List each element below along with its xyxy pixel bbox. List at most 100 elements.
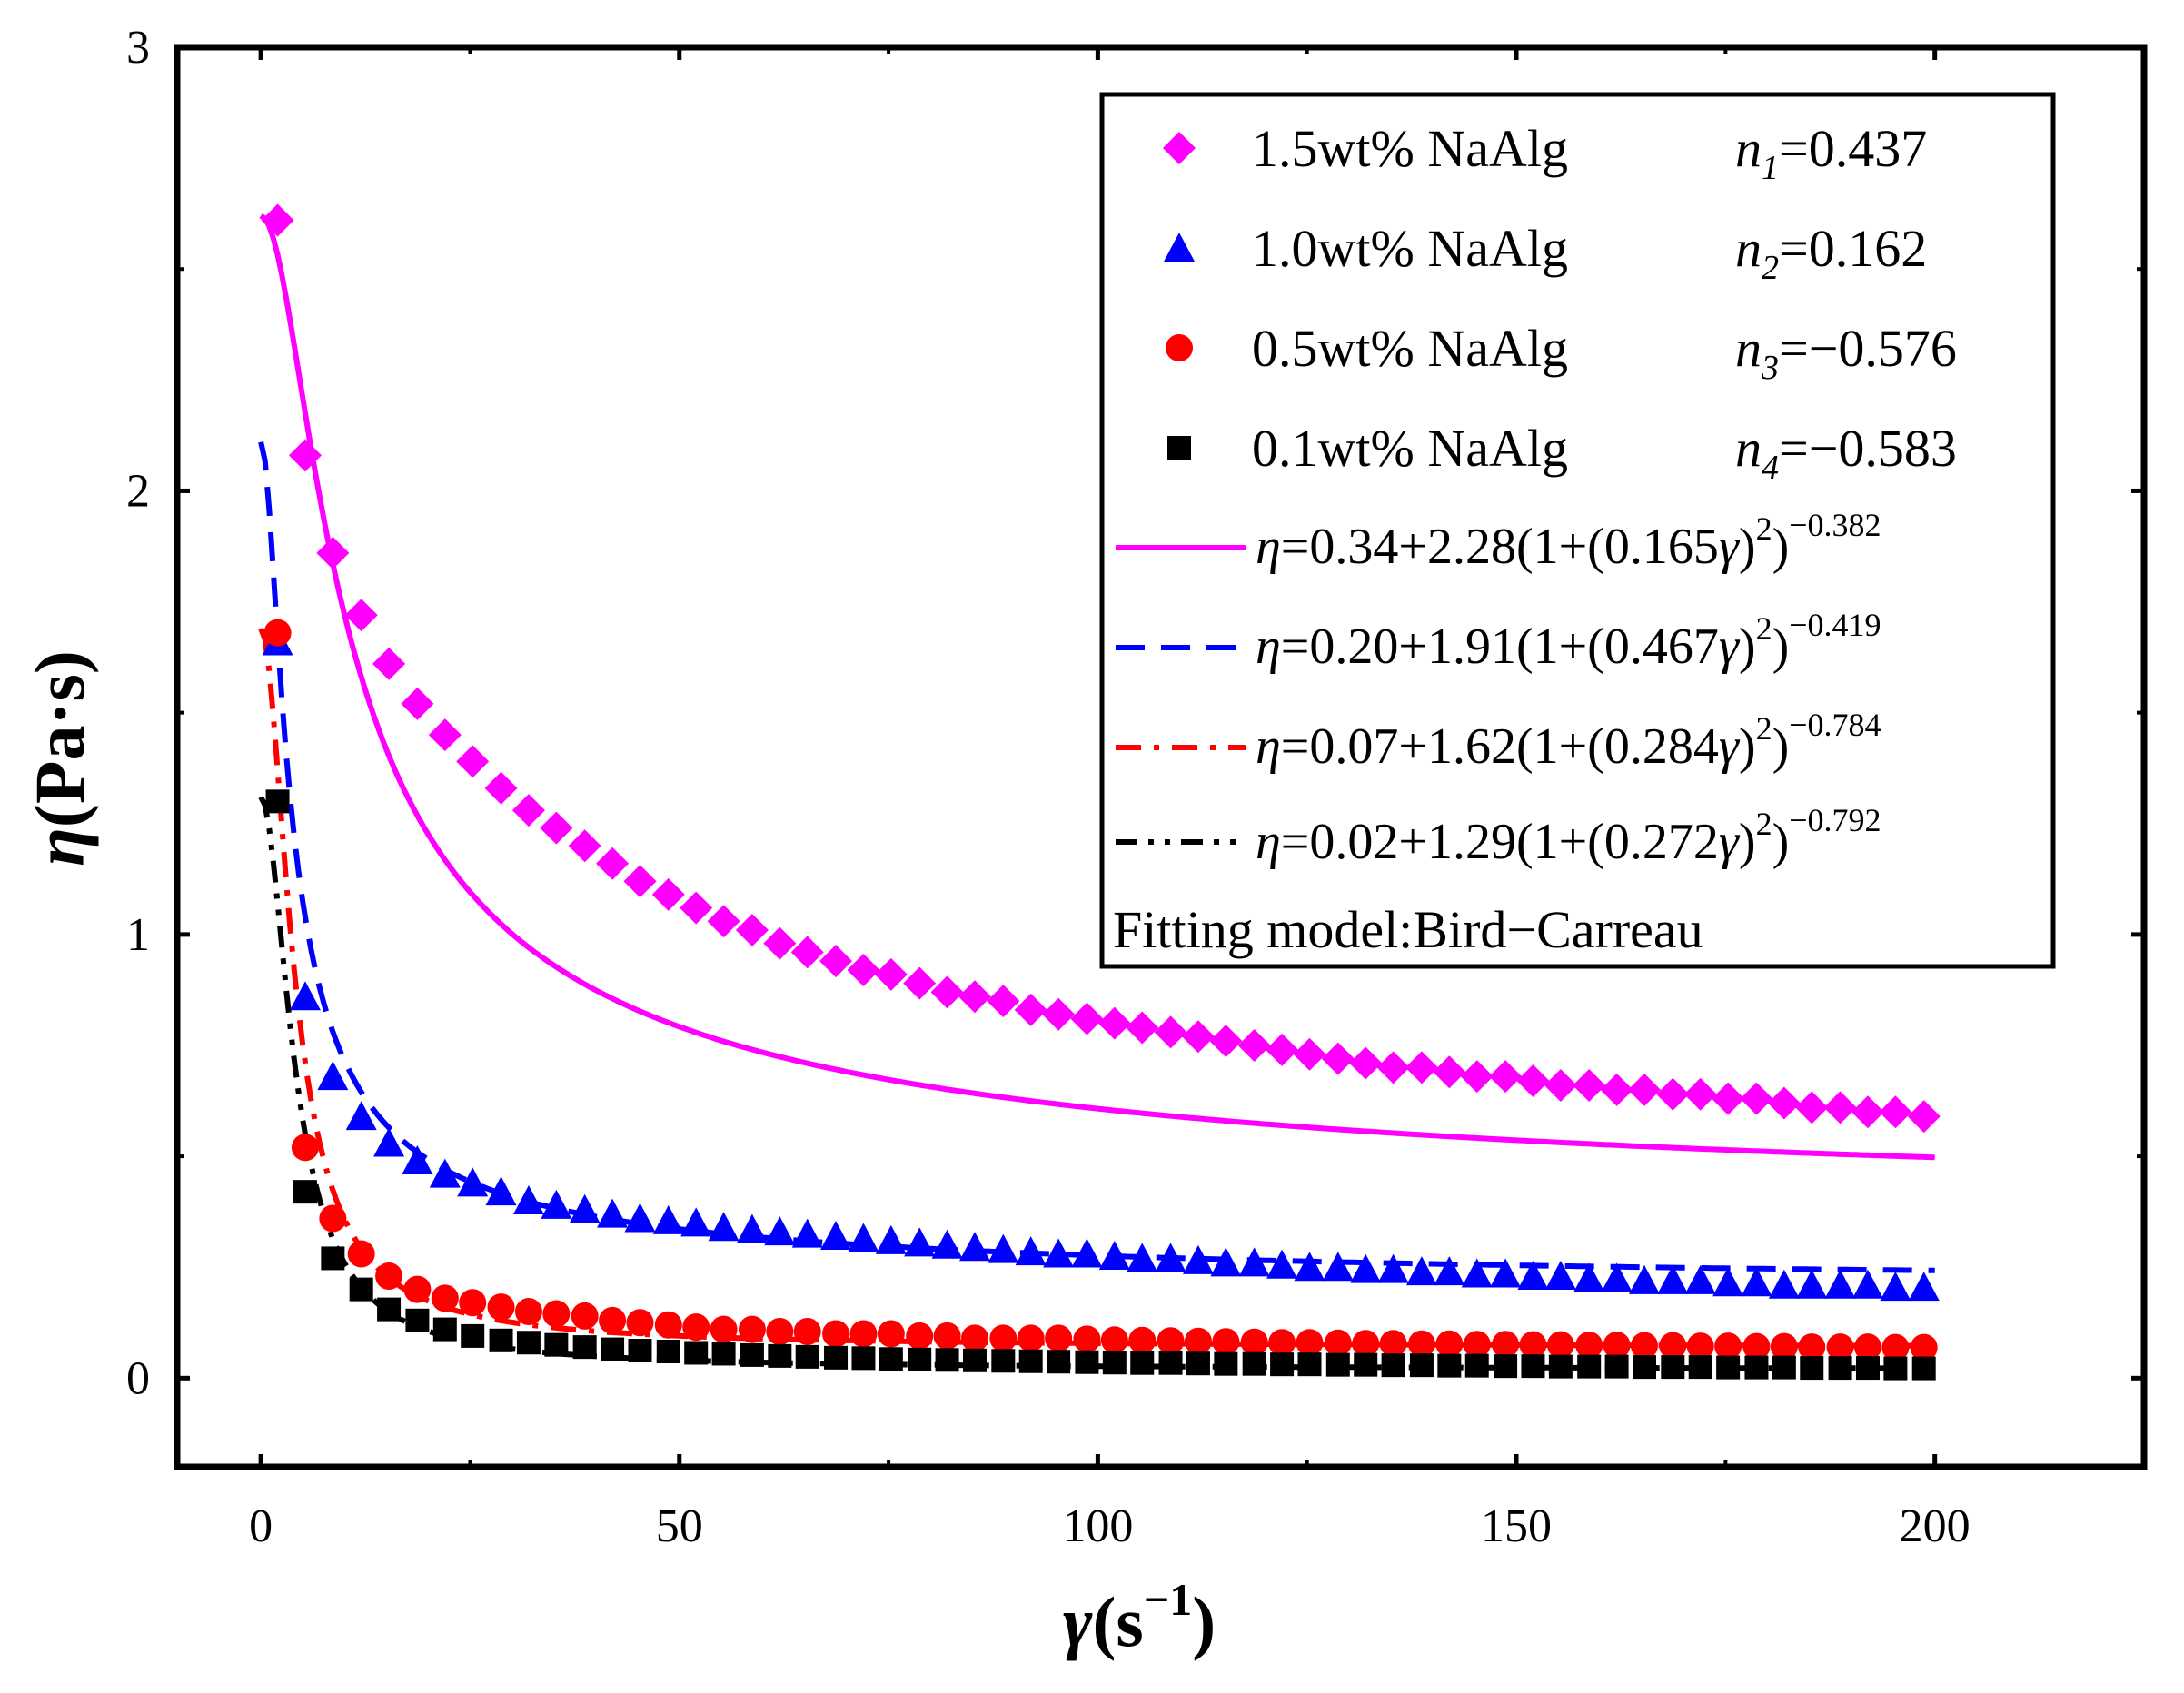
data-point-series-4 xyxy=(1548,1354,1573,1379)
data-point-series-2 xyxy=(875,1224,907,1254)
data-point-series-2 xyxy=(597,1198,629,1228)
data-point-series-3 xyxy=(933,1322,961,1350)
data-point-series-4 xyxy=(768,1343,792,1368)
data-point-series-2 xyxy=(1071,1238,1103,1268)
data-point-series-1 xyxy=(1209,1025,1243,1058)
data-point-series-2 xyxy=(1015,1236,1047,1266)
data-point-series-3 xyxy=(1770,1332,1798,1361)
data-point-series-4 xyxy=(489,1328,513,1352)
data-point-series-1 xyxy=(1795,1091,1829,1124)
legend-n-series-4: n4=−0.583 xyxy=(1735,419,1957,487)
data-point-series-4 xyxy=(824,1345,849,1370)
data-point-series-3 xyxy=(263,619,292,647)
data-point-series-4 xyxy=(851,1346,876,1371)
data-point-series-2 xyxy=(1657,1264,1689,1294)
data-point-series-2 xyxy=(958,1232,990,1262)
data-point-series-1 xyxy=(1879,1095,1912,1129)
legend-fit-equation-3: η=0.07+1.62(1+(0.284γ)2)−0.784 xyxy=(1256,707,1881,775)
data-point-series-2 xyxy=(1377,1253,1409,1283)
data-point-series-2 xyxy=(931,1229,963,1259)
legend-label-series-3: 0.5wt% NaAlg xyxy=(1252,319,1568,378)
data-point-series-2 xyxy=(1684,1264,1716,1294)
data-point-series-2 xyxy=(345,1101,377,1131)
data-point-series-4 xyxy=(1297,1352,1322,1377)
data-point-series-3 xyxy=(1742,1332,1771,1361)
data-point-series-1 xyxy=(1321,1042,1355,1075)
legend: 1.5wt% NaAlg n1=0.437 1.0wt% NaAlg n2=0.… xyxy=(1099,92,2056,969)
legend-marker-series-2 xyxy=(1164,233,1195,262)
data-point-series-1 xyxy=(261,203,294,237)
data-point-series-2 xyxy=(1127,1243,1158,1272)
data-point-series-4 xyxy=(572,1335,597,1360)
data-point-series-2 xyxy=(764,1216,796,1246)
data-point-series-3 xyxy=(960,1324,988,1352)
data-point-series-4 xyxy=(1047,1350,1071,1374)
data-point-series-2 xyxy=(820,1221,852,1251)
data-point-series-3 xyxy=(1128,1326,1157,1354)
data-point-series-4 xyxy=(516,1331,541,1355)
data-point-series-1 xyxy=(1767,1086,1801,1120)
data-point-series-2 xyxy=(485,1176,517,1206)
data-point-series-1 xyxy=(1376,1051,1410,1084)
data-point-series-1 xyxy=(1460,1060,1494,1094)
data-point-series-4 xyxy=(405,1308,430,1332)
data-point-series-2 xyxy=(1210,1247,1242,1277)
data-point-series-2 xyxy=(1796,1269,1828,1299)
data-point-series-4 xyxy=(1744,1355,1769,1380)
data-point-series-2 xyxy=(1908,1272,1940,1302)
data-point-series-4 xyxy=(1521,1354,1545,1379)
data-point-series-4 xyxy=(1214,1351,1238,1376)
data-point-series-1 xyxy=(1237,1028,1271,1062)
data-point-series-3 xyxy=(1630,1332,1658,1360)
data-point-series-4 xyxy=(1186,1351,1210,1376)
data-point-series-1 xyxy=(1433,1055,1466,1089)
data-point-series-3 xyxy=(1798,1333,1826,1361)
data-point-series-1 xyxy=(568,829,601,863)
data-point-series-2 xyxy=(1405,1256,1437,1286)
data-point-series-4 xyxy=(1688,1355,1712,1380)
data-point-series-4 xyxy=(656,1340,680,1364)
data-point-series-4 xyxy=(1075,1350,1099,1374)
data-point-series-1 xyxy=(1349,1046,1383,1080)
data-point-series-4 xyxy=(461,1323,485,1348)
data-point-series-1 xyxy=(987,985,1020,1018)
data-point-series-3 xyxy=(1492,1331,1520,1359)
data-point-series-4 xyxy=(1464,1353,1489,1378)
data-point-series-1 xyxy=(1573,1068,1606,1102)
data-point-series-4 xyxy=(544,1332,569,1357)
data-point-series-2 xyxy=(736,1213,768,1243)
data-point-series-4 xyxy=(377,1297,402,1322)
data-point-series-2 xyxy=(1043,1238,1075,1268)
data-point-series-1 xyxy=(1042,997,1076,1031)
y-axis-title: η(Pa·s) xyxy=(20,650,99,866)
data-point-series-1 xyxy=(1014,993,1047,1026)
data-point-series-1 xyxy=(790,936,824,969)
legend-marker-series-3 xyxy=(1166,334,1193,361)
data-point-series-2 xyxy=(1824,1269,1856,1299)
data-point-series-2 xyxy=(429,1158,461,1188)
data-point-series-3 xyxy=(1296,1329,1324,1357)
data-point-series-3 xyxy=(1268,1329,1296,1357)
data-point-series-3 xyxy=(1714,1332,1742,1361)
legend-fit-equation-1: η=0.34+2.28(1+(0.165γ)2)−0.382 xyxy=(1256,507,1881,575)
data-point-series-4 xyxy=(1800,1356,1824,1381)
data-point-series-4 xyxy=(1381,1353,1405,1378)
data-point-series-3 xyxy=(1546,1331,1574,1359)
data-point-series-3 xyxy=(599,1306,627,1334)
data-point-series-1 xyxy=(288,439,322,472)
data-point-series-3 xyxy=(1045,1324,1073,1352)
data-point-series-1 xyxy=(1293,1037,1326,1071)
data-point-series-3 xyxy=(766,1318,794,1346)
data-point-series-2 xyxy=(1294,1252,1325,1282)
data-point-series-1 xyxy=(1489,1060,1523,1094)
data-point-series-4 xyxy=(908,1347,932,1371)
y-tick-label: 0 xyxy=(126,1352,150,1404)
data-point-series-4 xyxy=(1130,1351,1155,1375)
data-point-series-3 xyxy=(1017,1324,1045,1352)
data-point-series-4 xyxy=(740,1342,764,1367)
data-point-series-3 xyxy=(710,1315,738,1343)
data-point-series-4 xyxy=(879,1347,903,1371)
legend-n-series-1: n1=0.437 xyxy=(1735,119,1927,187)
data-point-series-3 xyxy=(1212,1328,1240,1356)
